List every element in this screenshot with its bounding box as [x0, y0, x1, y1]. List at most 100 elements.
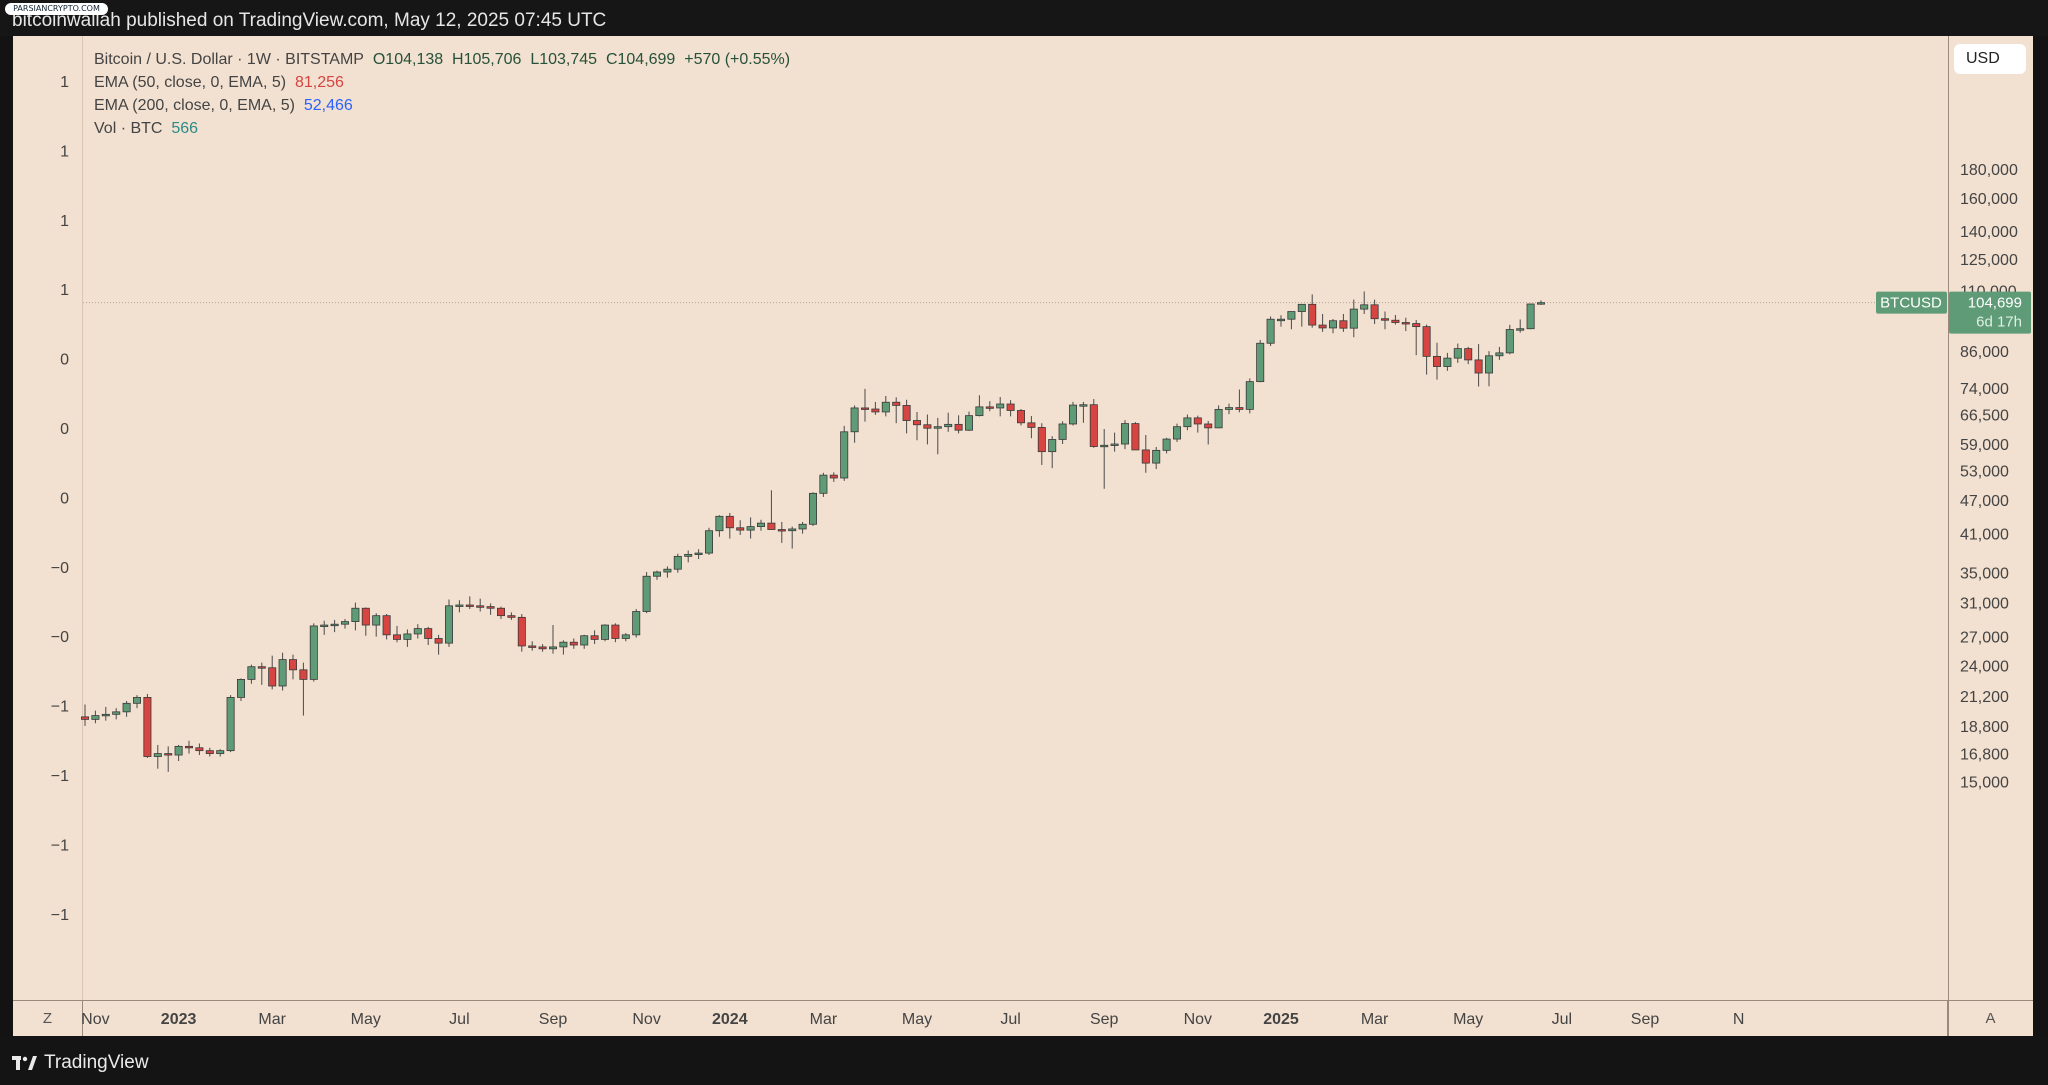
top-bar: bitcoinwallah published on TradingView.c… — [0, 0, 2048, 36]
candle-body — [101, 713, 110, 717]
candle — [1235, 389, 1244, 413]
candle-body — [424, 628, 433, 639]
currency-button[interactable]: USD — [1954, 44, 2026, 74]
candle-body — [226, 697, 235, 752]
y-tick-label: 18,800 — [1960, 719, 2009, 736]
candle-body — [705, 530, 714, 554]
candle — [1162, 437, 1171, 454]
left-axis-label: 0 — [60, 421, 69, 438]
candle-body — [1474, 359, 1483, 374]
candle — [1464, 346, 1473, 365]
candle — [299, 662, 308, 716]
candle-body — [1287, 311, 1296, 320]
candle — [517, 613, 526, 652]
left-axis-label: 0 — [60, 490, 69, 507]
candle-body — [798, 523, 807, 530]
candle-body — [174, 745, 183, 756]
candle-body — [881, 401, 890, 413]
candle — [871, 401, 880, 415]
candle — [1131, 422, 1140, 451]
left-axis-label: 1 — [60, 213, 69, 230]
candle — [1141, 434, 1150, 473]
candle-body — [1443, 357, 1452, 367]
candle-body — [1401, 322, 1410, 325]
left-axis-label: 1 — [60, 143, 69, 160]
candle — [1266, 316, 1275, 347]
candle — [257, 662, 266, 685]
candle-body — [1173, 426, 1182, 440]
candle-body — [694, 552, 703, 555]
price-tag-value: 104,699 — [1968, 295, 2022, 312]
candle-body — [1537, 302, 1546, 305]
candle — [923, 414, 932, 445]
legend-volume-row[interactable]: Vol · BTC 566 — [94, 117, 790, 140]
candle-body — [1058, 423, 1067, 440]
legend-volume-label: Vol · BTC — [94, 120, 163, 137]
candle-body — [1037, 427, 1046, 453]
y-tick-label: 86,000 — [1960, 344, 2009, 361]
candle — [1485, 351, 1494, 387]
candle-body — [278, 659, 287, 687]
left-axis-label: −1 — [51, 837, 69, 854]
candle — [320, 620, 329, 635]
candlestick-chart[interactable]: 180,000160,000140,000125,000110,00086,00… — [13, 36, 2033, 1036]
candle-body — [299, 669, 308, 680]
candle — [621, 633, 630, 642]
candle — [164, 746, 173, 772]
left-price-scale[interactable] — [13, 36, 83, 1000]
candle — [1422, 324, 1431, 375]
candle-body — [1464, 348, 1473, 361]
candle — [1089, 399, 1098, 448]
candle-body — [1100, 444, 1109, 448]
candle — [892, 397, 901, 424]
candle — [174, 744, 183, 762]
candle — [112, 708, 121, 720]
tradingview-logo[interactable]: TradingView — [12, 1052, 149, 1074]
candle — [1121, 420, 1130, 450]
y-tick-label: 59,000 — [1960, 437, 2009, 454]
candle — [372, 613, 381, 637]
candle-body — [1245, 381, 1254, 410]
candle-body — [1183, 417, 1192, 428]
y-tick-label: 47,000 — [1960, 493, 2009, 510]
candle — [663, 566, 672, 578]
legend-ema200-row[interactable]: EMA (200, close, 0, EMA, 5) 52,466 — [94, 94, 790, 117]
candle — [725, 512, 734, 539]
candle — [184, 740, 193, 754]
candle-body — [351, 607, 360, 623]
candle-body — [1256, 342, 1265, 383]
time-axis[interactable]: Z A — [13, 1000, 2033, 1037]
candle — [1318, 313, 1327, 332]
candle-body — [663, 568, 672, 573]
candle — [746, 517, 755, 539]
zoom-button[interactable]: Z — [13, 1001, 83, 1037]
legend-ema50-row[interactable]: EMA (50, close, 0, EMA, 5) 81,256 — [94, 71, 790, 94]
candle — [91, 710, 100, 724]
watermark-logo: PARSIANCRYPTO.COM — [5, 3, 108, 15]
candle-body — [1266, 318, 1275, 344]
legend-symbol-row[interactable]: Bitcoin / U.S. Dollar · 1W · BITSTAMP O1… — [94, 48, 790, 71]
candle-body — [913, 420, 922, 426]
candle — [788, 526, 797, 549]
candle-body — [1204, 423, 1213, 429]
candle-body — [143, 697, 152, 757]
x-year-label: 2025 — [1263, 1011, 1299, 1028]
candle — [684, 550, 693, 563]
candle — [861, 388, 870, 422]
candle — [382, 613, 391, 640]
right-price-scale[interactable] — [1948, 36, 2034, 1036]
candle — [1006, 400, 1015, 417]
auto-scale-button[interactable]: A — [1947, 1001, 2033, 1037]
candle-body — [372, 615, 381, 626]
candle-body — [653, 571, 662, 577]
candle — [1412, 319, 1421, 356]
candle — [777, 521, 786, 543]
candle — [392, 625, 401, 643]
candle-body — [1027, 422, 1036, 428]
candle — [351, 602, 360, 631]
tradingview-logo-icon — [12, 1056, 37, 1070]
candle-body — [757, 522, 766, 527]
y-tick-label: 41,000 — [1960, 527, 2009, 544]
candle-body — [1152, 449, 1161, 464]
candle — [434, 634, 443, 655]
